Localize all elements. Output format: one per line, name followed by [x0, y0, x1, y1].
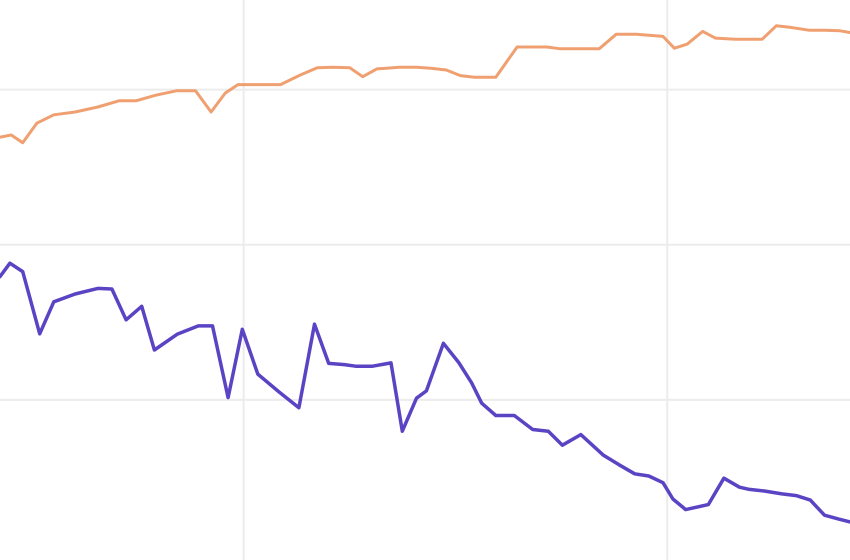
series-line-2	[0, 261, 850, 524]
series-lines	[0, 24, 850, 524]
series-line-1	[0, 24, 850, 145]
